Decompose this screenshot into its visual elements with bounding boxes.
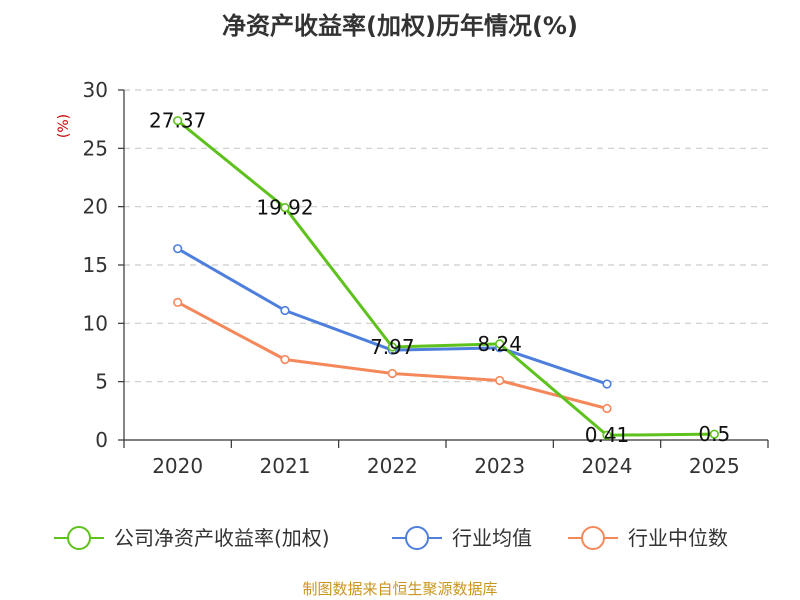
data-point bbox=[602, 403, 612, 414]
series-1 bbox=[173, 244, 612, 389]
data-label: 27.37 bbox=[149, 109, 206, 133]
gridlines bbox=[124, 89, 768, 383]
data-point bbox=[387, 342, 397, 352]
data-point bbox=[280, 305, 290, 316]
y-axis-unit-label: (%) bbox=[56, 114, 72, 138]
data-label: 19.92 bbox=[256, 196, 313, 220]
y-tick-label: 25 bbox=[83, 136, 108, 160]
x-tick-label: 2023 bbox=[474, 454, 525, 478]
data-point bbox=[709, 429, 719, 439]
y-tick-label: 15 bbox=[83, 253, 108, 277]
data-point bbox=[173, 244, 183, 254]
legend-label: 公司净资产收益率(加权) bbox=[114, 526, 330, 550]
y-tick-label: 5 bbox=[95, 370, 108, 394]
data-point bbox=[387, 368, 397, 379]
series-0 bbox=[173, 116, 719, 440]
data-label: 8.24 bbox=[477, 332, 522, 356]
data-labels: 27.37 19.92 7.97 8.24 0.41 0.5 bbox=[149, 109, 730, 448]
y-tick-label: 30 bbox=[83, 78, 108, 102]
data-point bbox=[173, 297, 183, 307]
data-point bbox=[495, 339, 505, 349]
series-line bbox=[176, 247, 608, 386]
legend-item: 行业均值 bbox=[392, 526, 532, 550]
legend-marker bbox=[67, 526, 91, 550]
data-point bbox=[495, 375, 505, 386]
legend-label: 行业均值 bbox=[452, 526, 532, 550]
x-tick-label: 2020 bbox=[152, 454, 203, 478]
legend-item: 行业中位数 bbox=[568, 526, 728, 550]
data-point bbox=[280, 203, 290, 213]
data-label: 0.41 bbox=[585, 423, 630, 447]
x-tick-label: 2025 bbox=[689, 454, 740, 478]
legend-label: 行业中位数 bbox=[628, 526, 728, 550]
data-point bbox=[602, 430, 612, 440]
y-tick-label: 20 bbox=[83, 195, 108, 219]
legend-marker bbox=[405, 526, 429, 550]
source-note: 制图数据来自恒生聚源数据库 bbox=[302, 580, 497, 598]
data-label: 7.97 bbox=[370, 335, 415, 359]
legend-item: 公司净资产收益率(加权) bbox=[54, 526, 330, 550]
y-tick-label: 0 bbox=[95, 428, 108, 452]
y-tick-label: 10 bbox=[83, 311, 108, 335]
series-layer bbox=[173, 116, 719, 440]
data-point bbox=[280, 354, 290, 365]
series-2 bbox=[173, 297, 612, 414]
data-point bbox=[173, 116, 183, 126]
x-tick-label: 2022 bbox=[367, 454, 418, 478]
chart-title: 净资产收益率(加权)历年情况(%) bbox=[222, 12, 578, 40]
series-line bbox=[176, 119, 715, 437]
data-label: 0.5 bbox=[698, 422, 730, 446]
legend: 公司净资产收益率(加权) 行业均值 行业中位数 bbox=[54, 526, 728, 550]
data-point bbox=[602, 379, 612, 389]
legend-marker bbox=[581, 526, 605, 550]
x-tick-label: 2024 bbox=[582, 454, 633, 478]
x-tick-label: 2021 bbox=[260, 454, 311, 478]
